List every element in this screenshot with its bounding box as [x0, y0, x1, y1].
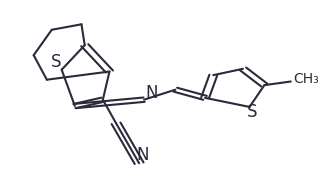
Text: N: N — [137, 146, 149, 164]
Text: S: S — [51, 53, 61, 71]
Text: S: S — [247, 103, 257, 121]
Text: CH₃: CH₃ — [293, 72, 319, 86]
Text: N: N — [145, 84, 158, 102]
